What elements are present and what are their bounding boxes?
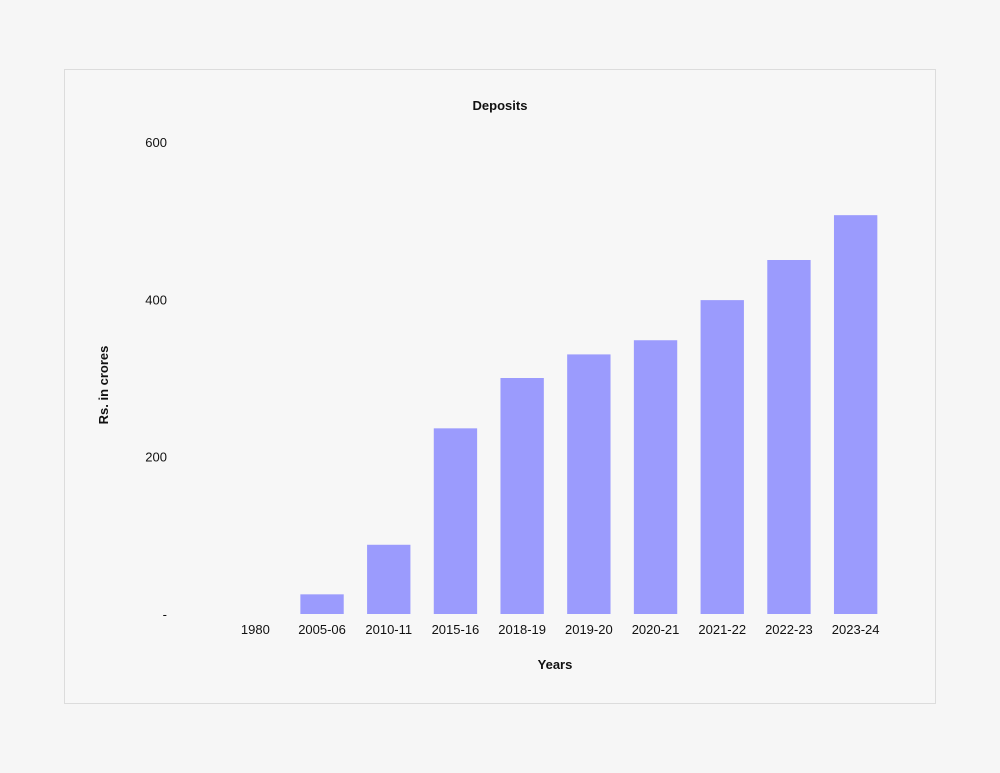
y-tick-label: 200	[145, 450, 167, 465]
bar-2019-20	[567, 354, 611, 614]
bars	[300, 215, 878, 614]
x-axis-ticks: 1980 2005-06 2010-11 2015-16 2018-19 2019-20 2…	[241, 622, 880, 637]
x-tick-label: 2015-16	[432, 622, 480, 637]
bar-2018-19	[500, 378, 544, 614]
y-tick-label: 400	[145, 292, 167, 307]
x-tick-label: 2020-21	[632, 622, 680, 637]
x-tick-label: 2023-24	[832, 622, 880, 637]
bar-2015-16	[433, 428, 478, 614]
bar-2020-21	[633, 340, 678, 614]
x-tick-label: 2022-23	[765, 622, 813, 637]
x-tick-label: 2019-20	[565, 622, 613, 637]
y-axis-title: Rs. in crores	[96, 346, 111, 425]
bar-2021-22	[700, 300, 744, 614]
bar-2005-06	[300, 594, 344, 614]
chart-title: Deposits	[473, 98, 528, 113]
x-axis-title: Years	[538, 657, 573, 672]
bar-2022-23	[767, 260, 811, 614]
y-tick-label: 600	[145, 135, 167, 150]
x-tick-label: 2018-19	[498, 622, 546, 637]
x-tick-label: 2005-06	[298, 622, 346, 637]
x-tick-label: 2010-11	[365, 622, 412, 637]
bar-2010-11	[367, 544, 411, 614]
y-tick-label: -	[163, 607, 167, 622]
bar-2023-24	[833, 215, 878, 614]
x-tick-label: 1980	[241, 622, 270, 637]
x-tick-label: 2021-22	[698, 622, 746, 637]
y-axis-ticks: - 200 400 600	[145, 135, 167, 622]
